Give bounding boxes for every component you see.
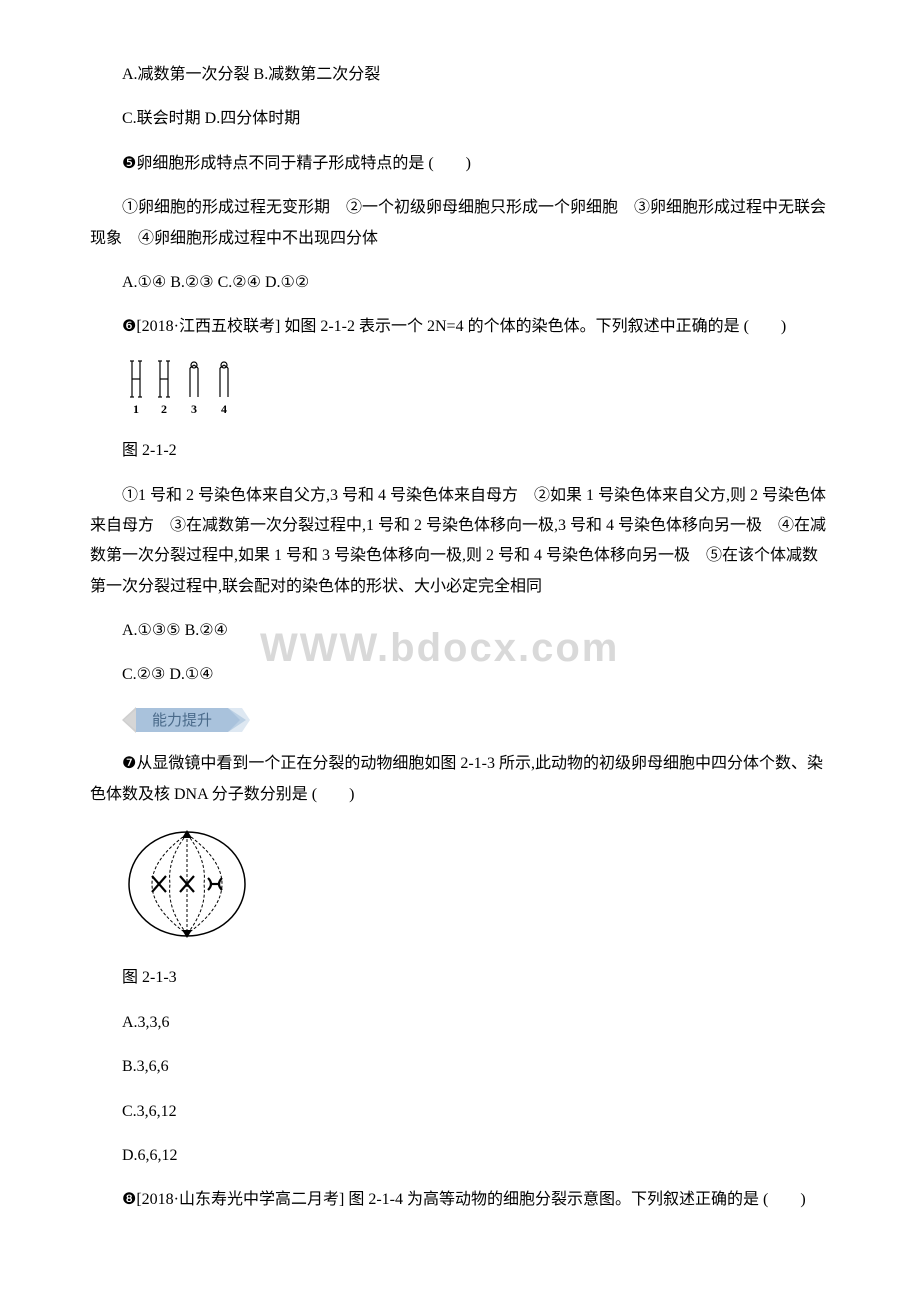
q6-marker: ❻ [122, 318, 136, 335]
chrom-label-4: 4 [221, 402, 227, 416]
q7-stem-text: 从显微镜中看到一个正在分裂的动物细胞如图 2-1-3 所示,此动物的初级卵母细胞… [90, 755, 823, 802]
q5-items: ①卵细胞的形成过程无变形期 ②一个初级卵母细胞只形成一个卵细胞 ③卵细胞形成过程… [90, 193, 830, 254]
figure-2-1-3-caption: 图 2-1-3 [90, 963, 830, 993]
q5-marker: ❺ [122, 155, 136, 172]
q6-optC: C.②③ D.①④ [90, 660, 830, 690]
q6-stem: ❻[2018·江西五校联考] 如图 2-1-2 表示一个 2N=4 的个体的染色… [90, 312, 830, 342]
q5-stem-text: 卵细胞形成特点不同于精子形成特点的是 ( ) [136, 155, 471, 172]
q7-optC: C.3,6,12 [90, 1097, 830, 1127]
figure-2-1-2: 1 2 3 4 [122, 357, 830, 428]
q7-stem: ❼从显微镜中看到一个正在分裂的动物细胞如图 2-1-3 所示,此动物的初级卵母细… [90, 749, 830, 810]
q5-stem: ❺卵细胞形成特点不同于精子形成特点的是 ( ) [90, 149, 830, 179]
q6-optA: A.①③⑤ B.②④ [90, 616, 830, 646]
q7-optA: A.3,3,6 [90, 1008, 830, 1038]
q8-stem-text: [2018·山东寿光中学高二月考] 图 2-1-4 为高等动物的细胞分裂示意图。… [136, 1191, 805, 1208]
chrom-label-3: 3 [191, 402, 197, 416]
q5-options: A.①④ B.②③ C.②④ D.①② [90, 268, 830, 298]
q7-optD: D.6,6,12 [90, 1141, 830, 1171]
q6-stem-text: [2018·江西五校联考] 如图 2-1-2 表示一个 2N=4 的个体的染色体… [136, 318, 786, 335]
chrom-label-1: 1 [133, 402, 139, 416]
q8-stem: ❽[2018·山东寿光中学高二月考] 图 2-1-4 为高等动物的细胞分裂示意图… [90, 1185, 830, 1215]
watermark-line: WWW.bdocx.com A.①③⑤ B.②④ [90, 616, 830, 646]
figure-2-1-3 [122, 824, 830, 955]
q6-items: ①1 号和 2 号染色体来自父方,3 号和 4 号染色体来自母方 ②如果 1 号… [90, 481, 830, 603]
ability-badge-text: 能力提升 [152, 712, 212, 729]
figure-2-1-2-caption: 图 2-1-2 [90, 436, 830, 466]
q8-marker: ❽ [122, 1191, 136, 1208]
chrom-label-2: 2 [161, 402, 167, 416]
prev-option-line-1: A.减数第一次分裂 B.减数第二次分裂 [90, 60, 830, 90]
ability-badge: 能力提升 [90, 705, 830, 735]
q7-marker: ❼ [122, 755, 136, 772]
prev-option-line-2: C.联会时期 D.四分体时期 [90, 104, 830, 134]
q7-optB: B.3,6,6 [90, 1052, 830, 1082]
